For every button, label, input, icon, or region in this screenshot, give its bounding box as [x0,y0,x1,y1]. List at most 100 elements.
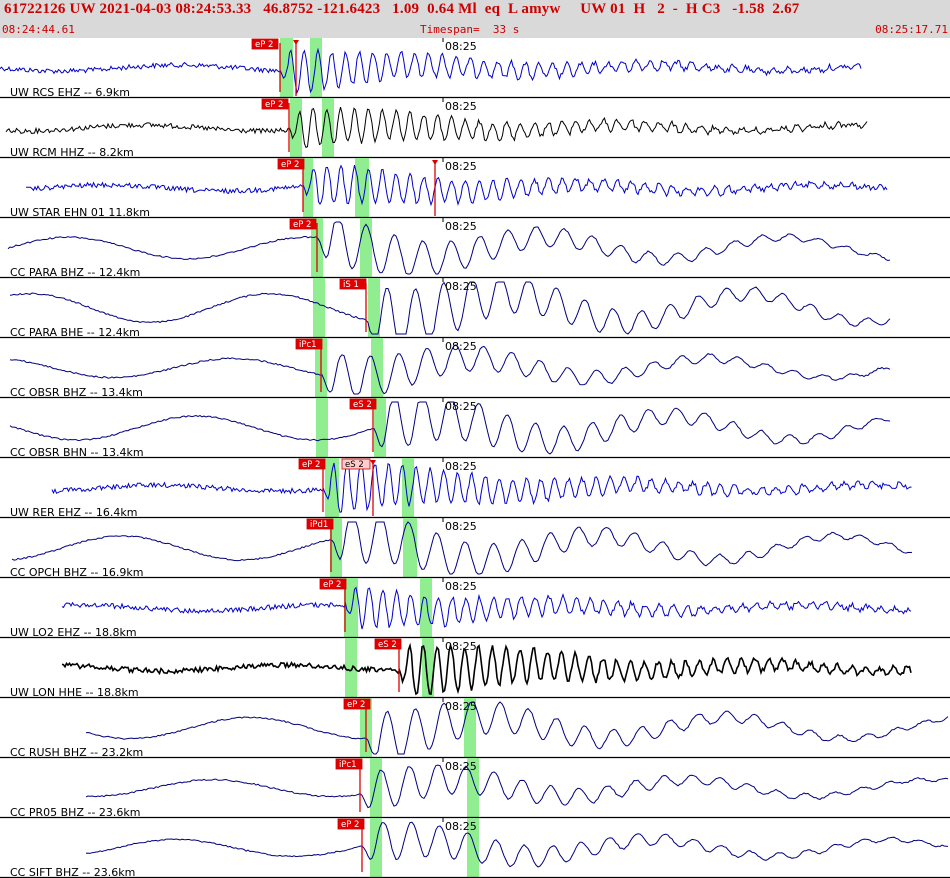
pick-window [303,158,313,218]
station-label: UW LON HHE -- 18.8km [10,686,139,699]
waveform [11,521,913,575]
pick-window [316,398,328,458]
pick-marker [370,460,376,465]
station-label: CC OBSR BHN -- 13.4km [10,446,144,459]
trace-row[interactable]: eP 2 08:25 CC RUSH BHZ -- 23.2km [0,698,950,759]
pick-label: iPc1 [299,340,317,350]
waveform [85,701,949,755]
station-label: CC PARA BHZ -- 12.4km [10,266,140,279]
pick-tag[interactable]: eP 2 [298,458,326,470]
minute-label: 08:25 [445,520,477,533]
minute-label: 08:25 [445,160,477,173]
pick-label: eP 2 [255,40,273,50]
minute-label: 08:25 [445,40,477,53]
pick-tag[interactable]: eP 2 [343,698,371,710]
pick-label: eP 2 [293,220,311,230]
minute-label: 08:25 [445,700,477,713]
pick-window [467,758,479,818]
pick-tag[interactable]: eS 2 [374,638,402,650]
trace-row[interactable]: eP 2 08:25 CC PARA BHZ -- 12.4km [0,218,950,279]
pick-label: eP 2 [323,580,341,590]
pick-window [467,818,479,878]
pick-label: eS 2 [378,640,397,650]
trace-row[interactable]: eS 2 08:25 CC OBSR BHN -- 13.4km [0,398,950,459]
pick-label: iPd1 [310,520,328,530]
pick-label: eP 2 [265,100,283,110]
station-label: CC PARA BHE -- 12.4km [10,326,140,339]
minute-label: 08:25 [445,220,477,233]
pick-tag[interactable]: iPc1 [295,338,323,350]
pick-label: eP 2 [302,460,320,470]
waveform [61,642,912,696]
pick-tag[interactable]: eP 2 [289,218,317,230]
start-time: 08:24:44.61 [2,23,75,36]
pick-window [368,278,380,338]
trace-row[interactable]: iS 1 08:25 CC PARA BHE -- 12.4km [0,278,950,339]
pick-window [360,218,372,278]
minute-label: 08:25 [445,760,477,773]
pick-label: eS 2 [345,460,364,470]
minute-label: 08:25 [445,460,477,473]
pick-tag[interactable]: iS 1 [339,278,367,290]
minute-label: 08:25 [445,820,477,833]
station-label: UW STAR EHN 01 11.8km [10,206,150,219]
pick-marker [293,40,299,45]
trace-row[interactable]: eP 2 eS 2 08:25 UW RER EHZ -- 16.4km [0,458,950,519]
pick-tag[interactable]: eS 2 [341,458,371,470]
seismogram-panel[interactable]: eP 2 08:25 UW RCS EHZ -- 6.9km eP 2 08:25 UW … [0,38,950,878]
pick-marker [432,160,438,165]
waveform [9,401,891,455]
pick-window [280,38,293,98]
pick-tag[interactable]: eP 2 [261,98,289,110]
pick-tag[interactable]: eP 2 [319,578,347,590]
pick-window [345,638,357,698]
pick-tag[interactable]: eP 2 [337,818,365,830]
event-header: 61722126 UW 2021-04-03 08:24:53.33 46.87… [0,0,950,38]
waveform [85,764,949,809]
pick-tag[interactable]: iPc1 [335,758,363,770]
waveform [5,106,868,149]
pick-label: eS 2 [353,400,372,410]
pick-window [370,818,382,878]
pick-window [374,398,386,458]
pick-tag[interactable]: eP 2 [277,158,305,170]
trace-row[interactable]: eP 2 08:25 CC SIFT BHZ -- 23.6km [0,818,950,878]
pick-window [313,278,325,338]
station-label: UW RCS EHZ -- 6.9km [10,86,130,99]
pick-label: eP 2 [341,820,359,830]
minute-label: 08:25 [445,100,477,113]
pick-window [420,578,432,638]
minute-label: 08:25 [445,580,477,593]
pick-tag[interactable]: eS 2 [349,398,377,410]
station-label: CC RUSH BHZ -- 23.2km [10,746,143,759]
pick-tag[interactable]: eP 2 [251,38,279,50]
waveform [51,460,912,513]
station-label: UW LO2 EHZ -- 18.8km [10,626,137,639]
waveform [9,344,891,395]
pick-window [371,338,383,398]
pick-label: iS 1 [343,280,359,290]
station-label: CC OPCH BHZ -- 16.9km [10,566,143,579]
pick-window [330,518,342,578]
trace-row[interactable]: eP 2 08:25 UW STAR EHN 01 11.8km [0,158,950,219]
event-info: 61722126 UW 2021-04-03 08:24:53.33 46.87… [4,1,800,17]
trace-row[interactable]: iPc1 08:25 CC PR05 BHZ -- 23.6km [0,758,950,819]
pick-label: iPc1 [339,760,357,770]
waveform [0,47,862,95]
trace-row[interactable]: eP 2 08:25 UW RCS EHZ -- 6.9km [0,38,950,99]
minute-label: 08:25 [445,340,477,353]
minute-label: 08:25 [445,280,477,293]
station-label: CC OBSR BHZ -- 13.4km [10,386,143,399]
trace-row[interactable]: eP 2 08:25 UW RCM HHZ -- 8.2km [0,98,950,159]
pick-tag[interactable]: iPd1 [306,518,334,530]
pick-window [370,758,382,818]
waveform [26,164,888,207]
pick-window [355,158,369,218]
trace-row[interactable]: eP 2 08:25 UW LO2 EHZ -- 18.8km [0,578,950,639]
station-label: CC PR05 BHZ -- 23.6km [10,806,141,819]
trace-row[interactable]: eS 2 08:25 UW LON HHE -- 18.8km [0,638,950,699]
minute-label: 08:25 [445,400,477,413]
trace-row[interactable]: iPd1 08:25 CC OPCH BHZ -- 16.9km [0,518,950,579]
trace-row[interactable]: iPc1 08:25 CC OBSR BHZ -- 13.4km [0,338,950,399]
station-label: CC SIFT BHZ -- 23.6km [10,866,135,878]
